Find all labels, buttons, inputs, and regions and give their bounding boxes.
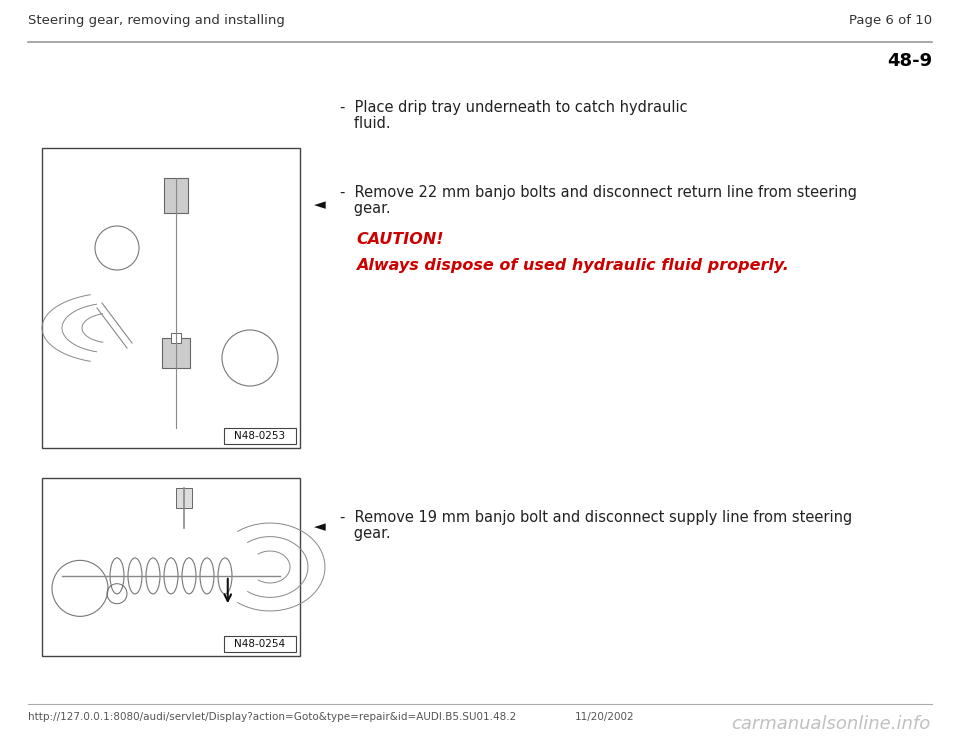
Text: ◄: ◄ xyxy=(314,519,326,534)
Text: http://127.0.0.1:8080/audi/servlet/Display?action=Goto&type=repair&id=AUDI.B5.SU: http://127.0.0.1:8080/audi/servlet/Displ… xyxy=(28,712,516,722)
Text: Always dispose of used hydraulic fluid properly.: Always dispose of used hydraulic fluid p… xyxy=(356,258,789,273)
Text: ◄: ◄ xyxy=(314,197,326,212)
Text: 11/20/2002: 11/20/2002 xyxy=(575,712,635,722)
Text: -  Remove 22 mm banjo bolts and disconnect return line from steering: - Remove 22 mm banjo bolts and disconnec… xyxy=(340,185,857,200)
Text: N48-0253: N48-0253 xyxy=(234,431,285,441)
Bar xyxy=(176,488,192,508)
Text: Steering gear, removing and installing: Steering gear, removing and installing xyxy=(28,14,285,27)
Text: Page 6 of 10: Page 6 of 10 xyxy=(849,14,932,27)
Bar xyxy=(171,333,181,343)
Text: gear.: gear. xyxy=(340,526,391,541)
Bar xyxy=(164,178,188,213)
Bar xyxy=(224,636,296,652)
Text: CAUTION!: CAUTION! xyxy=(356,232,444,247)
Text: -  Place drip tray underneath to catch hydraulic: - Place drip tray underneath to catch hy… xyxy=(340,100,687,115)
Text: -  Remove 19 mm banjo bolt and disconnect supply line from steering: - Remove 19 mm banjo bolt and disconnect… xyxy=(340,510,852,525)
Bar xyxy=(42,148,300,448)
Bar xyxy=(162,338,190,368)
Text: gear.: gear. xyxy=(340,201,391,216)
Text: fluid.: fluid. xyxy=(340,116,391,131)
Text: N48-0254: N48-0254 xyxy=(234,639,285,649)
Bar xyxy=(224,428,296,444)
Text: 48-9: 48-9 xyxy=(887,52,932,70)
Bar xyxy=(42,478,300,656)
Text: carmanualsonline.info: carmanualsonline.info xyxy=(731,715,930,733)
